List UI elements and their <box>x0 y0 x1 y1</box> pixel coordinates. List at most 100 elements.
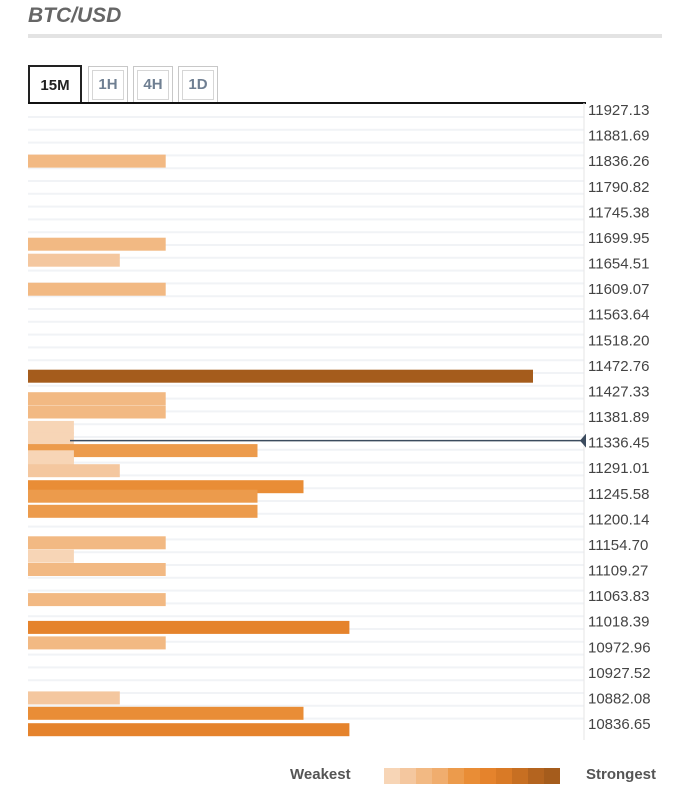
gridline <box>28 564 584 566</box>
gridline <box>28 692 584 694</box>
gridline <box>28 231 584 234</box>
level-bar <box>28 464 120 478</box>
gridline <box>28 436 584 438</box>
level-bar <box>28 154 166 168</box>
level-bar <box>28 706 304 720</box>
title-divider <box>28 34 662 38</box>
tab-label: 4H <box>137 69 169 100</box>
gridline <box>28 333 584 336</box>
price-tick-label: 11518.20 <box>588 332 649 349</box>
gridline <box>28 346 584 349</box>
price-tick-label: 11654.51 <box>588 256 649 273</box>
gridline <box>28 282 584 285</box>
tab-1h[interactable]: 1H <box>88 66 128 102</box>
level-bar <box>28 237 166 251</box>
price-tick-label: 11109.27 <box>588 563 648 580</box>
gridline <box>28 128 584 131</box>
level-bar <box>28 536 166 550</box>
level-bar <box>28 691 120 705</box>
level-bar <box>28 504 258 518</box>
level-bar <box>28 432 74 446</box>
legend-weakest-label: Weakest <box>290 766 351 783</box>
price-tick-label: 11745.38 <box>588 204 649 221</box>
price-tick-label: 10836.65 <box>588 716 651 733</box>
legend-swatch <box>528 768 544 784</box>
gridline <box>28 602 584 605</box>
level-bar <box>28 636 166 650</box>
gridline <box>28 653 584 656</box>
legend-swatch <box>432 768 448 784</box>
level-bar <box>28 405 166 419</box>
gridline <box>28 666 584 669</box>
price-tick-label: 10882.08 <box>588 690 651 707</box>
gridline <box>28 192 584 195</box>
price-tick-label: 11927.13 <box>588 102 649 119</box>
level-bar <box>28 369 533 383</box>
level-bar <box>28 549 74 563</box>
gridline <box>28 167 584 170</box>
legend-swatch <box>384 768 400 784</box>
legend-swatch <box>480 768 496 784</box>
level-bar <box>28 489 258 503</box>
legend-swatch <box>544 768 560 784</box>
gridline <box>28 423 584 426</box>
tab-4h[interactable]: 4H <box>133 66 173 102</box>
gridline <box>28 717 584 720</box>
price-tick-label: 11881.69 <box>588 128 649 145</box>
price-tick-label: 11790.82 <box>588 179 649 196</box>
gridline <box>28 116 584 118</box>
level-bar <box>28 392 166 406</box>
gridline <box>28 500 584 502</box>
gridline <box>28 512 584 515</box>
price-tick-label: 11836.26 <box>588 153 649 170</box>
gridline <box>28 256 584 259</box>
gridline <box>28 448 584 451</box>
gridline <box>28 295 584 298</box>
gridline <box>28 141 584 144</box>
level-bar <box>28 282 166 296</box>
gridline <box>28 359 584 362</box>
price-tick-label: 11063.83 <box>588 588 649 605</box>
gridline <box>28 615 584 618</box>
price-tick-label: 10927.52 <box>588 665 651 682</box>
tab-label: 15M <box>40 76 70 94</box>
gridline <box>28 525 584 528</box>
price-tick-label: 11291.01 <box>588 460 649 477</box>
strength-legend: Weakest Strongest <box>0 764 674 788</box>
price-tick-label: 10972.96 <box>588 639 651 656</box>
level-bar <box>28 420 74 434</box>
page-title: BTC/USD <box>28 4 122 27</box>
gridline <box>28 410 584 413</box>
gridline <box>28 154 584 157</box>
price-tick-label: 11381.89 <box>588 409 649 426</box>
legend-swatch <box>416 768 432 784</box>
legend-swatch <box>464 768 480 784</box>
gridline <box>28 320 584 323</box>
gridline <box>28 487 584 490</box>
gridline <box>28 474 584 477</box>
gridline <box>28 704 584 707</box>
confluence-chart: 11927.13 11881.69 11836.26 11790.82 11745.38… <box>28 102 651 740</box>
gridline <box>28 679 584 682</box>
gridline <box>28 397 584 400</box>
gridline <box>28 308 584 310</box>
price-tick-label: 11563.64 <box>588 307 649 324</box>
price-tick-label: 11427.33 <box>588 383 649 400</box>
tab-15m[interactable]: 15M <box>28 65 82 103</box>
level-bar <box>28 593 166 607</box>
tab-label: 1H <box>92 69 124 100</box>
tab-1d[interactable]: 1D <box>178 66 218 102</box>
legend-swatch <box>400 768 416 784</box>
price-tick-label: 11154.70 <box>588 537 648 554</box>
price-tick-label: 11699.95 <box>588 230 649 247</box>
legend-swatch <box>496 768 512 784</box>
gridline <box>28 576 584 579</box>
price-tick-label: 11018.39 <box>588 614 649 631</box>
level-bar <box>28 723 350 737</box>
gridline <box>28 218 584 221</box>
level-bar <box>28 620 350 634</box>
level-bar <box>28 253 120 267</box>
current-price-marker <box>580 433 586 448</box>
price-tick-label: 11609.07 <box>588 281 649 298</box>
level-bar <box>28 563 166 576</box>
